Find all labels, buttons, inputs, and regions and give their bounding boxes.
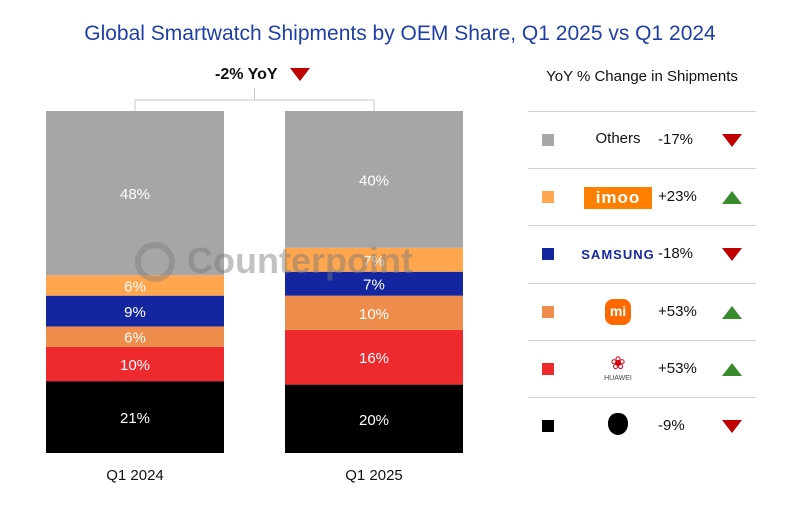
data-label: 10% <box>120 357 150 374</box>
up-arrow-icon <box>722 362 742 376</box>
legend-swatch <box>542 134 554 146</box>
yoy-change: -9% <box>658 417 685 434</box>
down-arrow-icon <box>722 420 742 433</box>
bar-segment-apple <box>285 384 463 453</box>
yoy-change: +53% <box>658 359 697 377</box>
x-tick-label: Q1 2025 <box>345 467 403 484</box>
legend-item: SAMSUNG -18% <box>528 225 756 283</box>
samsung-logo: SAMSUNG <box>581 247 655 263</box>
legend-swatch <box>542 248 554 261</box>
down-arrow-icon <box>722 134 742 147</box>
legend-title: YoY % Change in Shipments <box>546 68 738 85</box>
data-label: 40% <box>359 172 389 189</box>
watermark: Counterpoint <box>135 240 413 282</box>
data-label: 20% <box>359 412 389 429</box>
legend-swatch <box>542 420 554 432</box>
xiaomi-logo: mi <box>605 298 631 325</box>
down-arrow-icon <box>289 68 310 82</box>
legend-brand: Others <box>568 130 668 147</box>
x-tick-label: Q1 2024 <box>106 467 164 484</box>
data-label: 7% <box>363 253 385 270</box>
up-arrow-icon <box>722 305 742 319</box>
legend-item: Others -17% <box>528 111 756 169</box>
yoy-change: -17% <box>658 131 694 148</box>
legend-item: ❀ HUAWEI +53% <box>528 339 756 398</box>
up-arrow-icon <box>722 191 742 205</box>
counterpoint-logo-icon <box>135 242 175 282</box>
data-label: 7% <box>363 277 385 294</box>
legend-brand: SAMSUNG <box>568 244 668 266</box>
legend-swatch <box>542 362 554 375</box>
legend-item: mi +53% <box>528 282 756 341</box>
total-yoy-label: -2% YoY <box>215 66 278 83</box>
bar-segment-xiaomi <box>46 326 224 347</box>
yoy-change: -18% <box>658 245 694 263</box>
yoy-change: +53% <box>658 302 697 320</box>
legend-brand: mi <box>568 298 668 325</box>
data-label: 21% <box>120 410 150 427</box>
data-label: 48% <box>120 186 150 203</box>
imoo-logo: imoo <box>583 187 653 210</box>
data-label: 16% <box>359 350 389 367</box>
bar-segment-huawei <box>285 329 463 385</box>
legend-brand: ❀ HUAWEI <box>568 354 668 384</box>
brand-label: Others <box>595 130 641 147</box>
total-yoy: -2% YoY <box>215 66 310 84</box>
huawei-petals-icon: ❀ <box>610 352 626 373</box>
apple-logo <box>608 413 628 435</box>
bar-segment-huawei <box>46 346 224 382</box>
bar-segment-apple <box>46 381 224 453</box>
data-label: 6% <box>124 330 146 347</box>
bar-plot: 21% 10% 6% 9% 6% 48% Q1 2024 20% 16% 10% 7% 7% 40% Q1… <box>46 88 463 484</box>
legend-item: Apple -9% <box>528 397 756 455</box>
bar-segment-imoo <box>285 247 463 272</box>
bar-segment-samsung <box>46 295 224 327</box>
legend-brand: imoo <box>568 187 668 210</box>
data-label: 9% <box>124 304 146 321</box>
data-label: 6% <box>124 278 146 295</box>
legend-swatch <box>542 305 554 318</box>
bar-segment-xiaomi <box>285 295 463 330</box>
yoy-change: +23% <box>658 188 697 206</box>
bar-segment-others <box>285 111 463 248</box>
chart-title: Global Smartwatch Shipments by OEM Share… <box>84 22 716 45</box>
bar-segment-samsung <box>285 271 463 296</box>
bar-segment-imoo <box>46 275 224 296</box>
legend-swatch <box>542 191 554 204</box>
down-arrow-icon <box>722 248 742 262</box>
bar-segment-others <box>46 111 224 276</box>
legend-brand: Apple <box>568 413 668 439</box>
huawei-logo: ❀ HUAWEI <box>604 352 632 382</box>
legend-item: imoo +23% <box>528 168 756 226</box>
data-label: 10% <box>359 306 389 323</box>
